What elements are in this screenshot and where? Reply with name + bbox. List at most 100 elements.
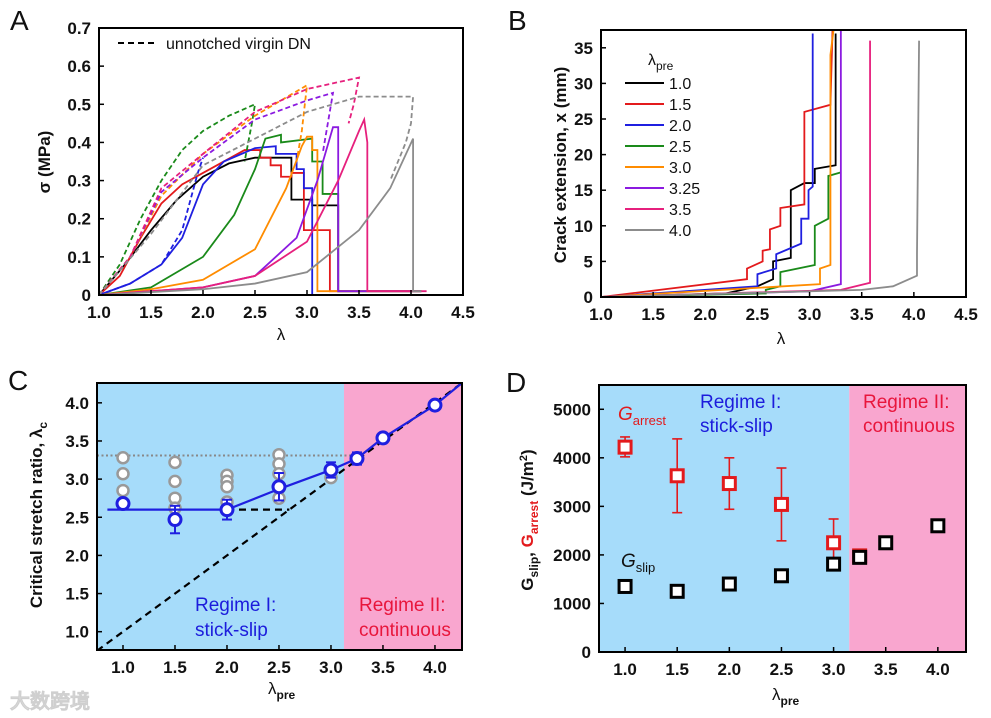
y-tick-label: 30	[574, 74, 593, 93]
point-G_arrest	[669, 468, 685, 484]
x-tick-label: 2.0	[215, 658, 239, 677]
y-tick-label: 10	[574, 217, 593, 236]
series-line-1.5	[99, 149, 359, 295]
mean-point	[349, 451, 365, 467]
panel-b-frame	[600, 29, 967, 298]
series-line-2.0	[99, 145, 339, 295]
panel-c-plot-area	[97, 383, 462, 650]
mean-point	[271, 479, 287, 495]
point-G_slip	[773, 568, 789, 584]
legend-label-3.25: 3.25	[669, 181, 700, 198]
panel-c-region-1	[97, 383, 344, 650]
legend-label-3.0: 3.0	[669, 160, 691, 177]
y-tick-label: 3.5	[65, 432, 89, 451]
series-line-4.0-virgin	[99, 95, 415, 295]
point-G_slip	[878, 535, 894, 551]
y-tick-label: 0.7	[67, 19, 91, 38]
series-line-3.0	[99, 135, 422, 295]
panel-d-frame	[598, 384, 967, 653]
x-tick-label: 4.5	[451, 303, 475, 322]
x-tick-label: 3.0	[319, 658, 343, 677]
x-tick-label: 3.0	[798, 305, 822, 324]
series-line-2.5	[99, 133, 422, 295]
legend-label-2.5: 2.5	[669, 139, 691, 156]
x-tick-label: 3.0	[822, 660, 846, 679]
x-tick-label: 2.5	[746, 305, 770, 324]
y-tick-label: 4000	[553, 449, 591, 468]
y-tick-label: 0	[584, 288, 593, 307]
y-tick-label: 20	[574, 146, 593, 165]
x-tick-label: 4.0	[423, 658, 447, 677]
y-tick-label: 1000	[553, 594, 591, 613]
watermark-logo: 大数跨境	[10, 689, 90, 713]
x-tick-label: 2.5	[770, 660, 794, 679]
panel-a-x-label: λ	[277, 325, 286, 344]
x-tick-label: 3.0	[295, 303, 319, 322]
panel-a-frame	[98, 27, 464, 296]
point-G_slip	[669, 583, 685, 599]
panel-c-regime-2-title: Regime II:	[359, 595, 446, 616]
y-tick-label: 1.5	[65, 585, 89, 604]
x-tick-label: 3.5	[371, 658, 395, 677]
individual-point	[116, 483, 130, 498]
x-tick-label: 4.5	[954, 305, 978, 324]
x-tick-label: 4.0	[902, 305, 926, 324]
panel-b-legend: 1.0 1.5 2.0 2.5 3.0 3.25 3.5 4.0	[625, 76, 700, 240]
series-line-3.0	[601, 30, 835, 297]
y-tick-label: 0.2	[67, 210, 91, 229]
panel-letter-a: A	[10, 5, 29, 36]
panel-letter-d: D	[506, 367, 526, 398]
mean-point	[323, 462, 339, 478]
y-tick-label: 3.0	[65, 470, 89, 489]
x-tick-label: 3.5	[347, 303, 371, 322]
x-tick-label: 1.5	[139, 303, 163, 322]
panel-letter-b: B	[508, 5, 527, 36]
panel-d-plot-area	[617, 436, 946, 599]
panel-d-region-1	[599, 385, 850, 652]
y-tick-label: 2000	[553, 546, 591, 565]
x-tick-label: 4.0	[399, 303, 423, 322]
panel-c-regime-1-subtitle: stick-slip	[195, 620, 268, 641]
series-line-4.0	[99, 138, 422, 295]
panel-b-plot-area	[601, 30, 920, 297]
y-tick-label: 15	[574, 181, 593, 200]
legend-label-4.0: 4.0	[669, 223, 691, 240]
series-line-1.5	[601, 30, 834, 297]
point-G_arrest	[721, 476, 737, 492]
point-G_arrest	[773, 496, 789, 512]
mean-point	[427, 397, 443, 413]
legend-label-1.5: 1.5	[669, 97, 691, 114]
x-tick-label: 1.0	[589, 305, 613, 324]
x-tick-label: 3.5	[850, 305, 874, 324]
x-tick-label: 2.5	[243, 303, 267, 322]
panel-a-plot-area	[99, 76, 427, 295]
panel-d-regime-1-subtitle: stick-slip	[700, 416, 773, 437]
mean-point	[167, 512, 183, 528]
panel-b-y-label: Crack extension, x (mm)	[551, 67, 570, 264]
point-G_slip	[617, 578, 633, 594]
legend-label-3.5: 3.5	[669, 202, 691, 219]
series-line-3.5-virgin	[99, 76, 361, 295]
mean-point	[375, 430, 391, 446]
point-G_slip	[930, 518, 946, 534]
panel-d-y-label: Gslip, Garrest (J/m2)	[518, 449, 541, 590]
panel-letter-c: C	[8, 365, 28, 396]
individual-point	[116, 451, 130, 465]
series-line-2.0	[601, 33, 814, 297]
y-tick-label: 4.0	[65, 394, 89, 413]
panel-b-x-label: λ	[777, 329, 786, 348]
series-line-4.0	[601, 40, 920, 297]
y-tick-label: 0	[582, 643, 591, 662]
y-tick-label: 0	[82, 286, 91, 305]
y-tick-label: 2.5	[65, 508, 89, 527]
y-tick-label: 0.3	[67, 172, 91, 191]
x-tick-label: 4.0	[926, 660, 950, 679]
individual-point	[220, 479, 234, 494]
series-line-1.0	[601, 33, 837, 297]
legend-label-1.0: 1.0	[669, 76, 691, 93]
panel-d-regime-2-title: Regime II:	[863, 392, 950, 413]
x-tick-label: 1.5	[163, 658, 187, 677]
panel-a-y-label: σ (MPa)	[35, 131, 54, 194]
y-tick-label: 0.4	[67, 133, 91, 152]
